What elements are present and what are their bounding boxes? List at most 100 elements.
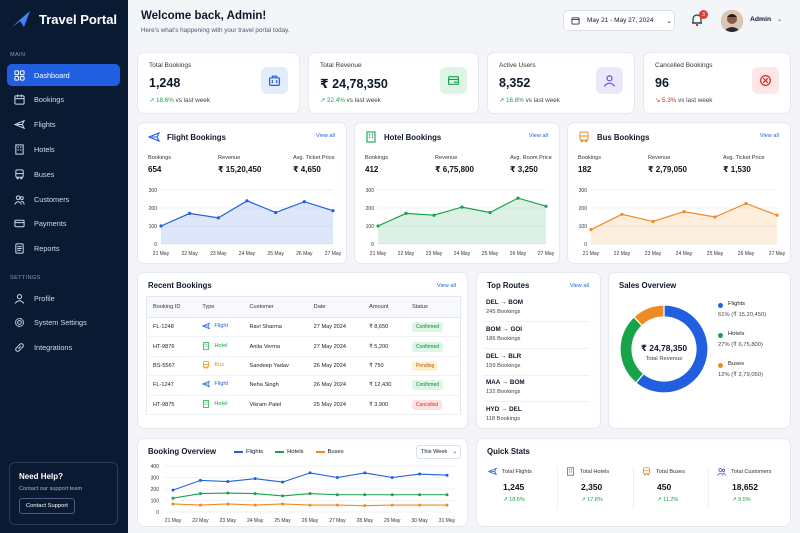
- kpi-card-total-bookings[interactable]: Total Bookings 1,248 ↗ 18.6% vs last week: [137, 52, 300, 114]
- booking-stat-value: 654: [148, 165, 162, 174]
- date-range-picker[interactable]: May 21 - May 27, 2024 ⌄: [563, 10, 675, 31]
- sidebar-item-integrations[interactable]: Integrations: [7, 336, 120, 358]
- top-routes-view-all-link[interactable]: View all: [569, 283, 589, 289]
- column-header[interactable]: Date: [307, 296, 364, 318]
- data-point: [363, 493, 367, 497]
- legend-detail: 12% (₹ 2,79,050): [718, 372, 763, 378]
- kpi-card-cancelled-bookings[interactable]: Cancelled Bookings 96 ↘ 5.3% vs last week: [643, 52, 791, 114]
- data-point: [775, 213, 779, 217]
- table-row[interactable]: BS-5567 Bus Sandeep Yadav 26 May 2024 ₹ 750 P…: [146, 356, 461, 377]
- bus-icon: [642, 467, 651, 476]
- page-title: Welcome back, Admin!: [141, 10, 267, 22]
- booking-stat: Revenue ₹ 6,75,800: [435, 155, 474, 174]
- table-row[interactable]: FL-1248 Flight Ravi Sharma 27 May 2024 ₹ 8,6…: [146, 317, 461, 338]
- recent-bookings-view-all-link[interactable]: View all: [436, 283, 456, 289]
- route-name: MAA → BOM: [486, 379, 525, 387]
- table-row[interactable]: HT-9876 Hotel Anita Verma 27 May 2024 ₹ 5,20…: [146, 336, 461, 357]
- app-title: Travel Portal: [39, 11, 118, 27]
- sidebar-item-buses[interactable]: Buses: [7, 163, 120, 185]
- data-point: [335, 476, 339, 479]
- kpi-value: ₹ 24,78,350: [320, 77, 388, 91]
- data-point: [418, 472, 422, 476]
- data-point: [460, 205, 464, 209]
- x-tick-label: 26 May: [510, 251, 527, 257]
- bus-icon: [14, 169, 25, 180]
- legend-dot: [718, 363, 723, 368]
- column-header[interactable]: Amount: [363, 296, 406, 318]
- sidebar-item-bookings[interactable]: Bookings: [7, 89, 120, 111]
- booking-stat: Bookings 654: [148, 155, 171, 174]
- kpi-card-total-revenue[interactable]: Total Revenue ₹ 24,78,350 ↗ 22.4% vs last …: [308, 52, 479, 114]
- y-tick-label: 0: [371, 242, 374, 248]
- booking-card-title-text: Flight Bookings: [167, 132, 226, 142]
- x-tick-label: 27 May: [538, 251, 555, 257]
- kpi-card-active-users[interactable]: Active Users 8,352 ↗ 16.8% vs last week: [487, 52, 635, 114]
- y-tick-label: 300: [151, 475, 160, 481]
- x-tick-label: 23 May: [426, 251, 443, 257]
- sidebar-item-hotels[interactable]: Hotels: [7, 138, 120, 160]
- sidebar-item-reports[interactable]: Reports: [7, 238, 120, 260]
- legend-label: Buses: [327, 449, 344, 455]
- route-item[interactable]: DEL → BOM 245 Bookings: [486, 299, 523, 315]
- data-point: [390, 476, 394, 479]
- chevron-down-icon[interactable]: ⌄: [777, 17, 783, 23]
- top-routes-card: Top Routes View all DEL → BOM 245 Booking…: [476, 272, 601, 429]
- users-icon: [717, 467, 726, 476]
- route-item[interactable]: HYD → DEL 118 Bookings: [486, 406, 522, 422]
- avatar[interactable]: [721, 10, 743, 32]
- data-point: [253, 477, 257, 481]
- booking-amount: ₹ 12,430: [363, 375, 406, 396]
- legend-item-hotels[interactable]: Hotels: [275, 449, 304, 455]
- booking-card-view-all-link[interactable]: View all: [528, 133, 548, 139]
- chevron-down-icon: ⌄: [452, 449, 458, 455]
- data-point: [308, 503, 312, 507]
- column-header[interactable]: Booking ID: [146, 296, 197, 318]
- legend-item-buses[interactable]: Buses: [315, 449, 344, 455]
- legend-item-flights[interactable]: Flights: [234, 449, 263, 455]
- sidebar-item-payments[interactable]: Payments: [7, 213, 120, 235]
- route-item[interactable]: BOM → GOI 186 Bookings: [486, 326, 522, 342]
- route-name: HYD → DEL: [486, 406, 522, 414]
- booking-id: FL-1248: [146, 317, 197, 338]
- booking-stat-value: ₹ 4,650: [293, 165, 321, 174]
- y-tick-label: 0: [584, 242, 587, 248]
- route-item[interactable]: DEL → BLR 159 Bookings: [486, 353, 521, 369]
- calendar-icon: [571, 17, 580, 25]
- sidebar-item-profile[interactable]: Profile: [7, 287, 120, 309]
- booking-card-view-all-link[interactable]: View all: [759, 133, 779, 139]
- help-box: Need Help? Contact our support team Cont…: [9, 462, 118, 525]
- user-name[interactable]: Admin: [750, 16, 772, 23]
- booking-stat: Avg. Ticket Price ₹ 1,530: [723, 155, 765, 174]
- data-point: [445, 473, 449, 477]
- sidebar-item-customers[interactable]: Customers: [7, 188, 120, 210]
- data-point: [245, 199, 249, 203]
- app-logo[interactable]: Travel Portal: [10, 9, 117, 29]
- column-header[interactable]: Type: [196, 296, 244, 318]
- status-badge: Confirmed: [411, 341, 444, 352]
- booking-card-view-all-link[interactable]: View all: [315, 133, 335, 139]
- table-row[interactable]: HT-9875 Hotel Vikram Patel 25 May 2024 ₹ 3,9…: [146, 395, 461, 415]
- arrow-up-icon: ↗: [499, 97, 507, 104]
- sidebar-item-dashboard[interactable]: Dashboard: [7, 64, 120, 86]
- period-select[interactable]: This Week ⌄: [416, 445, 461, 459]
- sidebar-item-system-settings[interactable]: System Settings: [7, 312, 120, 334]
- column-header[interactable]: Status: [405, 296, 461, 318]
- contact-support-button[interactable]: Contact Support: [19, 498, 75, 514]
- x-tick-label: 25 May: [707, 251, 724, 257]
- x-tick-label: 30 May: [411, 518, 428, 524]
- bell-icon[interactable]: [690, 13, 704, 27]
- booking-card-title: Bus Bookings: [578, 131, 649, 143]
- booking-overview-chart: 0 100 200 300 400 21 May 22 May 23 May 24 May 25 …: [151, 464, 456, 524]
- legend-detail: 61% (₹ 15,20,450): [718, 312, 767, 318]
- sidebar-item-label: Flights: [34, 120, 56, 130]
- route-item[interactable]: MAA → BOM 132 Bookings: [486, 379, 525, 395]
- data-point: [335, 493, 339, 497]
- data-point: [281, 480, 285, 484]
- table-row[interactable]: FL-1247 Flight Neha Singh 26 May 2024 ₹ 12,4…: [146, 375, 461, 396]
- legend-dot: [718, 333, 723, 338]
- sidebar-item-flights[interactable]: Flights: [7, 114, 120, 136]
- booking-card-hotel: Hotel Bookings View all Bookings 412 Revenue…: [354, 122, 560, 264]
- column-header[interactable]: Customer: [243, 296, 308, 318]
- y-tick-label: 100: [149, 224, 158, 230]
- quick-stat-label: Total Buses: [656, 468, 685, 475]
